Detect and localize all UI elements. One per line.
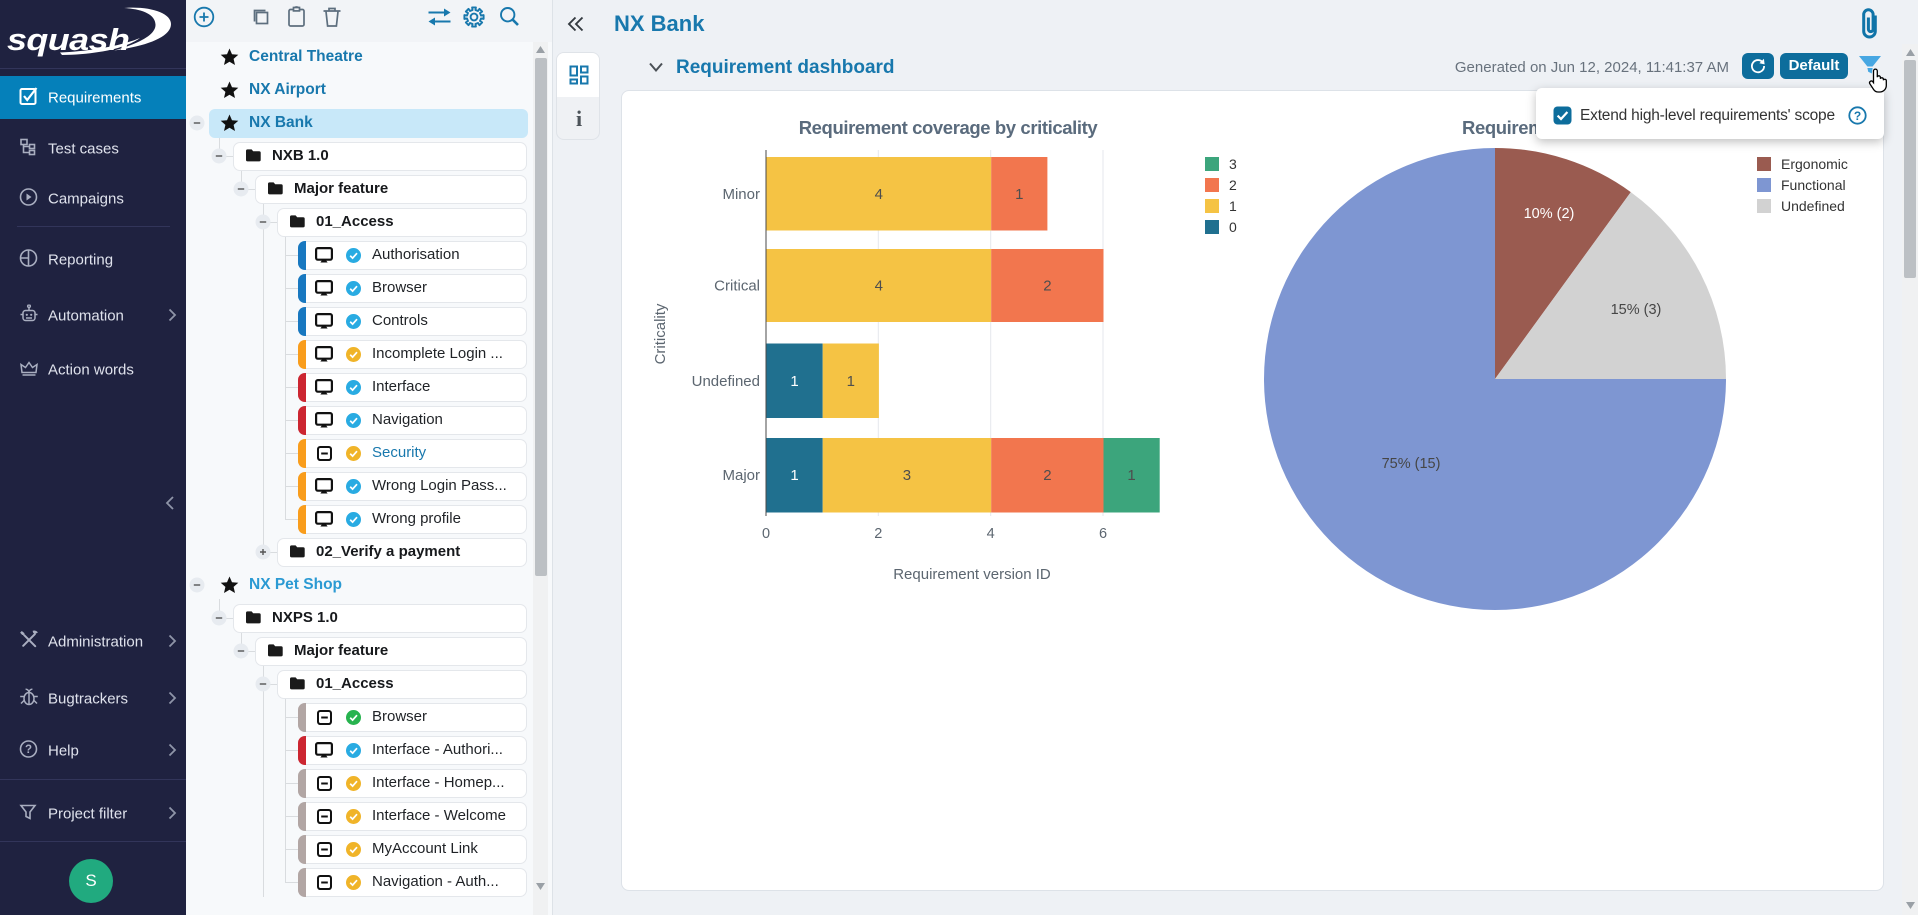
svg-text:Functional: Functional — [1781, 177, 1846, 193]
svg-text:squash: squash — [7, 23, 129, 57]
svg-text:1: 1 — [1127, 467, 1135, 484]
svg-text:Requirement version ID: Requirement version ID — [893, 566, 1051, 583]
svg-text:6: 6 — [1099, 526, 1107, 542]
svg-text:Criticality: Criticality — [652, 303, 669, 364]
svg-text:2: 2 — [1229, 177, 1237, 193]
svg-text:75% (15): 75% (15) — [1382, 456, 1441, 472]
svg-text:Major: Major — [722, 467, 760, 484]
svg-text:Minor: Minor — [722, 186, 760, 203]
svg-text:?: ? — [25, 744, 32, 756]
svg-text:1: 1 — [1229, 198, 1237, 214]
svg-text:2: 2 — [1043, 278, 1051, 295]
svg-text:1: 1 — [790, 373, 798, 390]
svg-text:0: 0 — [762, 526, 770, 542]
svg-text:Requirement coverage by critic: Requirement coverage by criticality — [799, 117, 1099, 138]
svg-text:3: 3 — [1229, 156, 1237, 172]
svg-text:4: 4 — [987, 526, 995, 542]
svg-text:4: 4 — [875, 186, 883, 203]
svg-text:4: 4 — [875, 278, 883, 295]
svg-text:Ergonomic: Ergonomic — [1781, 156, 1848, 172]
svg-text:1: 1 — [790, 467, 798, 484]
svg-text:2: 2 — [874, 526, 882, 542]
svg-text:15% (3): 15% (3) — [1611, 302, 1662, 318]
svg-text:0: 0 — [1229, 219, 1237, 235]
svg-text:2: 2 — [1043, 467, 1051, 484]
svg-text:3: 3 — [903, 467, 911, 484]
svg-text:Critical: Critical — [714, 278, 760, 295]
svg-text:Undefined: Undefined — [1781, 198, 1845, 214]
svg-text:?: ? — [1854, 109, 1861, 123]
svg-text:Undefined: Undefined — [692, 373, 760, 390]
svg-text:1: 1 — [847, 373, 855, 390]
svg-text:1: 1 — [1015, 186, 1023, 203]
svg-text:10% (2): 10% (2) — [1524, 206, 1575, 222]
